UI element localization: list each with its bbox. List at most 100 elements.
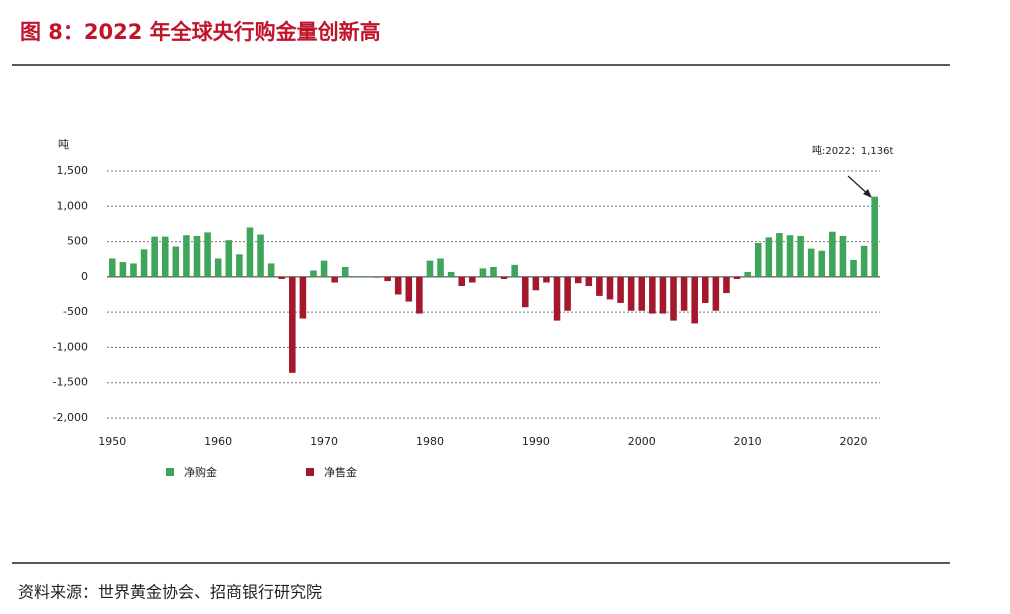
bar	[469, 276, 476, 283]
bar	[723, 276, 730, 294]
y-tick-label: -500	[63, 305, 88, 318]
bar	[225, 240, 233, 277]
x-tick-label: 1980	[416, 435, 444, 448]
bar	[776, 233, 783, 277]
bar	[490, 266, 497, 277]
bar	[649, 276, 656, 314]
bar	[384, 276, 391, 282]
x-tick-label: 2020	[840, 435, 868, 448]
x-tick-label: 1990	[522, 435, 550, 448]
annotation: 吨:2022：1,136t	[812, 144, 893, 157]
bar	[839, 235, 847, 277]
bar	[807, 248, 815, 277]
bar	[606, 276, 614, 300]
y-axis-label: 吨	[58, 138, 69, 151]
bar	[214, 258, 222, 277]
bar	[341, 266, 349, 277]
x-tick-label: 2000	[628, 435, 656, 448]
bar	[299, 276, 307, 319]
bar	[733, 276, 741, 279]
y-tick-label: -1,500	[53, 376, 88, 389]
y-tick-label: -2,000	[53, 411, 88, 424]
bar	[130, 263, 137, 277]
bar	[458, 276, 466, 287]
bar	[204, 232, 211, 277]
bar	[659, 276, 667, 314]
bar	[627, 276, 635, 311]
bar	[617, 276, 624, 303]
bar	[532, 276, 540, 291]
x-tick-label: 1970	[310, 435, 338, 448]
bar	[596, 276, 603, 296]
bar	[246, 227, 254, 277]
bar	[119, 262, 127, 277]
source: 资料来源：世界黄金协会、招商银行研究院	[18, 583, 322, 602]
legend-swatch	[166, 468, 174, 476]
bar	[670, 276, 677, 321]
y-tick-label: 500	[67, 235, 88, 248]
bar	[447, 271, 455, 277]
bar	[786, 235, 794, 277]
page-title: 图 8：2022 年全球央行购金量创新高	[20, 20, 381, 44]
x-tick-label: 1960	[204, 435, 232, 448]
bar	[871, 196, 878, 277]
bar	[437, 258, 444, 277]
y-tick-label: 1,500	[57, 164, 89, 177]
bar	[574, 276, 582, 284]
bar	[161, 236, 169, 277]
bar	[331, 276, 338, 283]
bar	[394, 276, 402, 295]
bar	[829, 231, 836, 277]
bar	[543, 276, 550, 283]
bar	[267, 263, 275, 277]
legend-label: 净售金	[324, 465, 357, 479]
bar	[140, 249, 148, 277]
bar	[765, 237, 773, 277]
y-tick-label: -1,000	[53, 340, 88, 353]
bar	[701, 276, 709, 303]
arrow-head	[863, 189, 872, 198]
bar	[363, 276, 370, 277]
bar	[797, 235, 804, 277]
bar	[712, 276, 720, 311]
bar	[818, 250, 826, 277]
bar	[236, 254, 243, 277]
bar	[310, 270, 317, 277]
bar	[564, 276, 571, 311]
bar	[416, 276, 423, 314]
bar	[183, 235, 190, 277]
y-tick-label: 0	[81, 270, 88, 283]
x-tick-label: 2010	[734, 435, 762, 448]
bar	[744, 271, 751, 277]
bar	[109, 258, 116, 277]
bar	[320, 260, 328, 277]
bar	[352, 276, 360, 277]
bar	[553, 276, 561, 321]
bar	[691, 276, 698, 324]
bar	[172, 246, 180, 277]
legend-label: 净购金	[184, 465, 217, 479]
y-tick-label: 1,000	[57, 199, 89, 212]
bar	[500, 276, 508, 279]
bar	[151, 236, 158, 277]
bar	[257, 234, 264, 277]
bar	[289, 276, 296, 373]
bar	[850, 259, 857, 277]
bar	[585, 276, 593, 287]
bar	[511, 264, 518, 277]
bar	[680, 276, 688, 311]
bar	[479, 268, 487, 277]
bar	[754, 242, 762, 277]
bar	[860, 245, 868, 277]
bar	[638, 276, 646, 311]
bar	[426, 260, 434, 277]
x-tick-label: 1950	[98, 435, 126, 448]
bar	[521, 276, 529, 308]
bar	[405, 276, 413, 302]
bar	[193, 235, 201, 277]
bar	[373, 276, 381, 278]
bar	[278, 276, 286, 279]
legend-swatch	[306, 468, 314, 476]
